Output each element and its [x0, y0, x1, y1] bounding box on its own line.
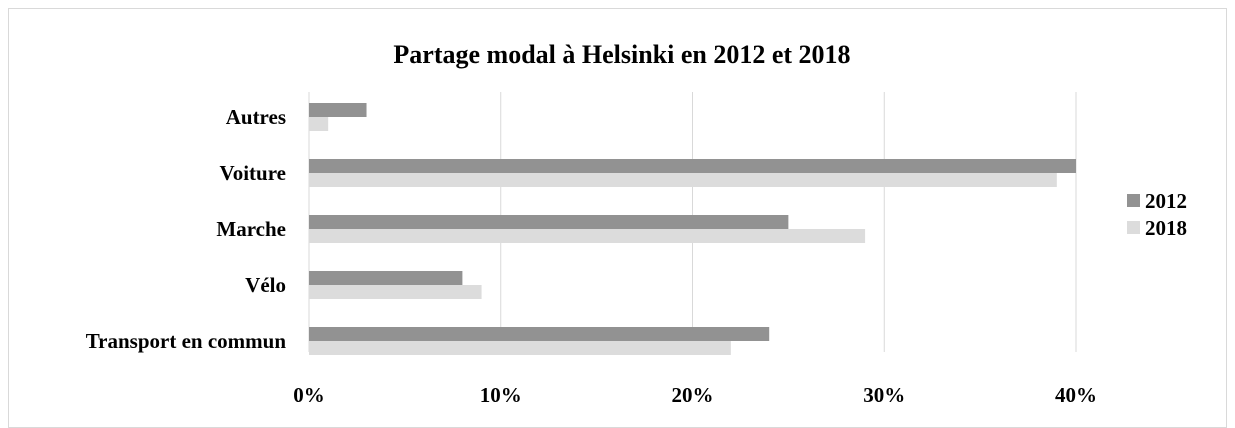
- chart-title: Partage modal à Helsinki en 2012 et 2018: [393, 40, 850, 69]
- legend-label-2012: 2012: [1145, 189, 1187, 213]
- bar-2018: [309, 173, 1057, 187]
- legend-label-2018: 2018: [1145, 216, 1187, 240]
- x-tick-label: 0%: [293, 383, 325, 407]
- bar-chart: Partage modal à Helsinki en 2012 et 2018…: [86, 40, 1187, 407]
- bar-2018: [309, 229, 866, 243]
- x-tick-label: 30%: [863, 383, 905, 407]
- x-axis-ticks: 0% 10% 20% 30% 40%: [293, 383, 1097, 407]
- bar-2012: [309, 103, 367, 117]
- x-tick-label: 10%: [480, 383, 522, 407]
- category-label: Vélo: [245, 273, 286, 297]
- category-label: Transport en commun: [86, 329, 287, 353]
- x-tick-label: 20%: [672, 383, 714, 407]
- x-tick-label: 40%: [1055, 383, 1097, 407]
- legend-swatch-2012: [1127, 194, 1140, 207]
- bars: [309, 103, 1076, 355]
- category-labels: Autres Voiture Marche Vélo Transport en comm…: [86, 105, 287, 353]
- bar-2012: [309, 327, 770, 341]
- category-label: Marche: [216, 217, 286, 241]
- legend-swatch-2018: [1127, 221, 1140, 234]
- bar-2018: [309, 285, 482, 299]
- bar-2012: [309, 271, 463, 285]
- bar-2012: [309, 159, 1076, 173]
- category-label: Voiture: [219, 161, 286, 185]
- bar-2018: [309, 117, 329, 131]
- bar-2012: [309, 215, 789, 229]
- category-label: Autres: [226, 105, 286, 129]
- bar-2018: [309, 341, 731, 355]
- legend: 2012 2018: [1127, 189, 1187, 240]
